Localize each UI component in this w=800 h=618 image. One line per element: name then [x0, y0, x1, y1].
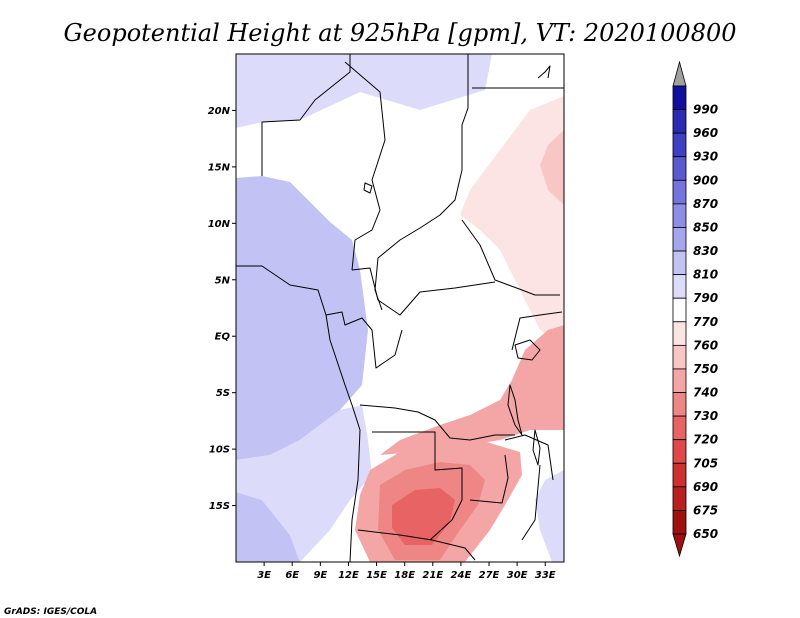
colorbar-segment [672, 156, 687, 181]
colorbar-segment [672, 179, 687, 205]
border-east-1 [511, 311, 563, 351]
field-north-band [236, 54, 492, 128]
colorbar-segment [672, 368, 687, 393]
colorbar-label: 790 [693, 291, 718, 305]
colorbar-label: 830 [693, 244, 718, 258]
border-south-1 [357, 529, 476, 561]
field-sahel-east-low [540, 130, 564, 205]
colorbar-label: 740 [693, 386, 718, 400]
y-tick-label: 5S [216, 388, 230, 399]
colorbar-label: 720 [693, 433, 718, 447]
colorbar-over-triangle [672, 60, 687, 87]
colorbar-label: 730 [693, 409, 718, 423]
field-mozambique-channel [535, 470, 564, 562]
colorbar-segment [672, 510, 687, 535]
border-north-1 [261, 54, 351, 176]
lake-malawi [532, 429, 541, 466]
plot-frame [235, 53, 565, 563]
colorbar-label: 650 [693, 527, 718, 541]
colorbar-label: 690 [693, 480, 718, 494]
colorbar-label: 990 [693, 103, 718, 117]
colorbar-label: 930 [693, 150, 718, 164]
border-congo [359, 404, 515, 441]
colorbar-label: 675 [693, 503, 718, 517]
colorbar-segment [672, 486, 687, 511]
border-sahel [461, 219, 560, 296]
red-sea-coast [537, 65, 551, 79]
colorbar-segment [672, 297, 687, 323]
colorbar-label: 900 [693, 173, 718, 187]
border-central-1 [351, 267, 496, 316]
colorbar-label: 750 [693, 362, 718, 376]
x-tick-label: 21E [422, 570, 443, 581]
chart-title: Geopotential Height at 925hPa [gpm], VT:… [64, 19, 737, 47]
colorbar-under-triangle [672, 533, 687, 558]
border-north-3 [374, 54, 469, 311]
border-north-2 [344, 61, 386, 271]
colorbar-segment [672, 415, 687, 441]
y-tick-label: 15S [209, 501, 230, 512]
x-tick-label: 9E [313, 570, 327, 581]
colorbar: 650 675 690 705 720 730 740 750 760 770 790 810 830 8… [672, 60, 718, 558]
field-southwest-plateau [236, 405, 372, 562]
colorbar-label: 960 [693, 126, 718, 140]
border-angola [372, 431, 463, 541]
colorbar-segment [672, 85, 687, 110]
field-west-high [236, 176, 368, 460]
plot-area [236, 54, 564, 562]
colorbar-segment [672, 344, 687, 370]
lake-victoria [514, 339, 541, 361]
y-tick-label: 10S [209, 445, 230, 456]
border-east-2 [504, 434, 554, 481]
border-east-3 [521, 464, 541, 541]
x-tick-label: 6E [285, 570, 299, 581]
colorbar-label: 850 [693, 220, 718, 234]
y-tick-label: 15N [208, 162, 231, 173]
lake-chad [363, 182, 373, 194]
field-atlantic-southwest [236, 492, 300, 562]
country-boundaries [236, 54, 564, 562]
y-tick-label: EQ [215, 332, 231, 343]
border-central-2 [325, 311, 403, 369]
colorbar-label: 870 [693, 197, 718, 211]
x-tick-label: 33E [535, 570, 556, 581]
colorbar-segment [672, 250, 687, 276]
colorbar-segment [672, 462, 687, 488]
lake-tanganyika [507, 384, 523, 436]
colorbar-segment [672, 227, 687, 252]
x-tick-label: 27E [479, 570, 500, 581]
x-axis: 3E 6E 9E 12E 15E 18E 21E 24E 27E 30E 33E [257, 562, 556, 581]
y-tick-label: 5N [215, 275, 231, 286]
colorbar-label: 770 [693, 315, 718, 329]
credit-text: GrADS: IGES/COLA [4, 607, 97, 617]
y-axis: 20N 15N 10N 5N EQ 5S 10S 15S [208, 106, 236, 512]
x-tick-label: 12E [338, 570, 359, 581]
colorbar-segment [672, 109, 687, 134]
colorbar-segment [672, 203, 687, 228]
colorbar-segment [672, 392, 687, 417]
x-tick-label: 15E [366, 570, 387, 581]
x-tick-label: 30E [507, 570, 528, 581]
x-tick-label: 24E [451, 570, 472, 581]
x-tick-label: 18E [394, 570, 415, 581]
colorbar-segment [672, 321, 687, 346]
colorbar-segment [672, 274, 687, 299]
y-tick-label: 20N [208, 106, 231, 117]
field-kalahari-low-core [392, 488, 455, 545]
colorbar-segment [672, 132, 687, 158]
field-east-rift-low [380, 325, 564, 455]
coastline-west [236, 265, 361, 562]
border-south-2 [469, 454, 509, 504]
colorbar-label: 705 [693, 456, 718, 470]
colorbar-segment [672, 439, 687, 464]
colorbar-label: 760 [693, 338, 718, 352]
colorbar-label: 810 [693, 268, 718, 282]
field-east-highlands [460, 96, 564, 345]
y-tick-label: 10N [208, 219, 231, 230]
x-tick-label: 3E [257, 570, 271, 581]
